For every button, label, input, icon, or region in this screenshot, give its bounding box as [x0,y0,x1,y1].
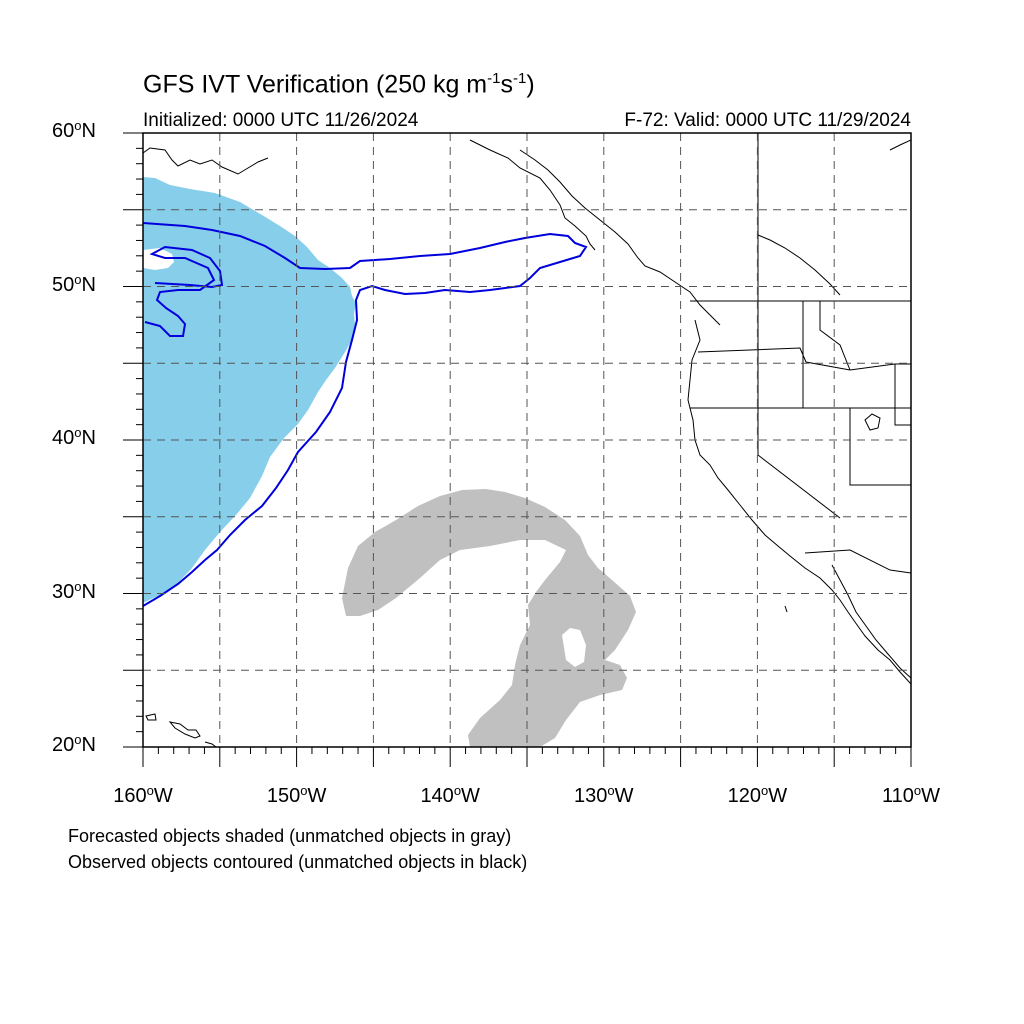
observed-inner-loop [144,245,224,337]
map-title: GFS IVT Verification (250 kg m-1s-1) [143,70,535,99]
lat-tick-label: 20oN [52,732,96,756]
lon-tick-label: 110oW [881,783,941,807]
lon-tick-label: 130oW [574,783,634,807]
lon-tick-label: 150oW [266,783,327,807]
graticule [143,133,911,747]
map-frame [123,132,912,767]
lat-tick-label: 30oN [52,578,96,603]
lat-tick-label: 40oN [52,425,96,449]
lon-tick-label: 140oW [420,783,480,807]
lon-tick-label: 120oW [727,783,788,807]
coastline [143,139,911,747]
forecast-object-unmatched [342,489,636,747]
lat-tick-label: 60oN [52,118,96,142]
lon-tick-label: 160oW [113,783,173,807]
observed-note: Observed objects contoured (unmatched ob… [68,852,528,872]
political-boundaries [690,133,911,574]
forecast-object-gap [562,628,586,667]
observed-object-contour [143,222,588,607]
init-time: Initialized: 0000 UTC 11/26/2024 [143,110,419,131]
lat-tick-label: 50oN [52,271,96,296]
forecast-object-matched [143,177,356,603]
forecast-object-hole [143,248,174,270]
valid-time: F-72: Valid: 0000 UTC 11/29/2024 [624,110,911,131]
forecast-note: Forecasted objects shaded (unmatched obj… [68,826,512,846]
